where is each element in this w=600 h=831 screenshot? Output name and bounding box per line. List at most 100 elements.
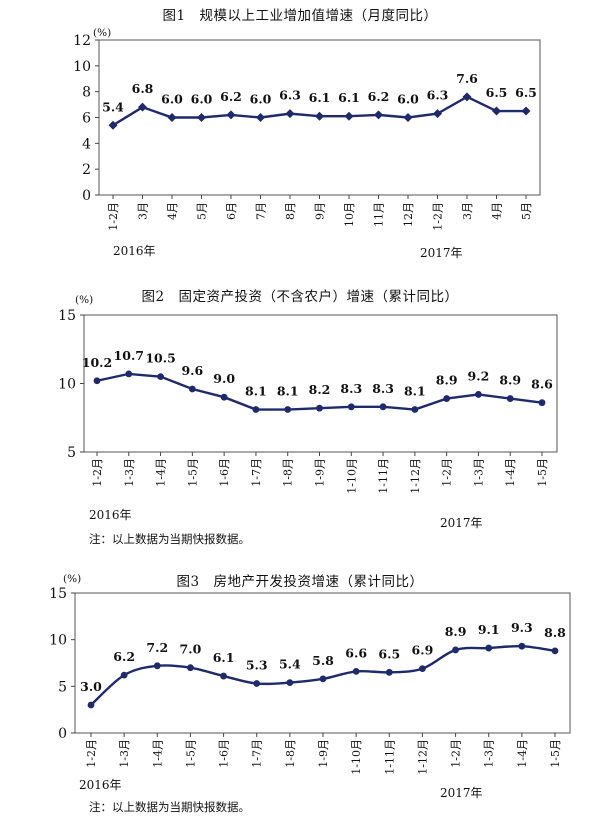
- x-tick-label: 1-7月: [250, 458, 263, 487]
- data-label: 6.5: [486, 85, 508, 100]
- data-label: 7.6: [456, 71, 478, 86]
- x-tick-label: 1-2月: [85, 739, 98, 768]
- data-point: [411, 406, 419, 413]
- y-tick-label: 5: [67, 445, 76, 461]
- data-point: [138, 102, 147, 112]
- y-tick-label: 10: [49, 633, 67, 649]
- data-point: [167, 113, 177, 122]
- x-tick-label: 1-2月: [441, 458, 454, 487]
- y-tick-label: 12: [73, 33, 91, 49]
- x-tick-label: 1-4月: [516, 739, 529, 768]
- x-tick-label: 1-4月: [151, 739, 164, 768]
- data-point: [284, 406, 292, 413]
- data-point: [197, 113, 206, 122]
- year-label: 2016年: [89, 508, 132, 522]
- data-point: [285, 109, 295, 119]
- data-label: 8.9: [436, 373, 458, 388]
- data-point: [120, 671, 128, 679]
- x-tick-label: 4月: [166, 202, 179, 220]
- data-label: 6.0: [191, 92, 213, 107]
- data-label: 6.8: [132, 81, 154, 96]
- x-tick-label: 12月: [402, 202, 415, 227]
- data-label: 8.6: [531, 377, 553, 392]
- data-label: 6.2: [113, 649, 135, 664]
- x-tick-label: 3月: [461, 202, 474, 220]
- data-point: [419, 665, 426, 672]
- x-tick-label: 1-5月: [186, 458, 199, 487]
- footnote: 注：以上数据为当期快报数据。: [89, 532, 250, 546]
- y-unit-label: (%): [75, 294, 93, 306]
- x-tick-label: 1-9月: [314, 458, 327, 487]
- data-point: [252, 406, 260, 413]
- y-unit-label: (%): [93, 27, 111, 39]
- data-point: [538, 399, 546, 407]
- data-label: 6.0: [161, 92, 183, 107]
- data-point: [385, 668, 393, 676]
- x-tick-label: 1-6月: [218, 739, 231, 768]
- data-label: 8.1: [277, 384, 299, 399]
- year-label: 2017年: [420, 246, 463, 260]
- data-point: [433, 109, 442, 119]
- data-point: [256, 113, 265, 122]
- y-tick-label: 15: [49, 586, 67, 602]
- x-tick-label: 6月: [225, 202, 238, 220]
- x-tick-label: 1-8月: [282, 458, 295, 487]
- y-tick-label: 5: [58, 679, 67, 695]
- data-label: 9.2: [468, 368, 490, 383]
- chart-panel-1: 图1 规模以上工业增加值增速（月度同比） 0 2 4 6 8 10 12 (%) 1-2月 3月 4…: [0, 0, 600, 270]
- data-point: [93, 377, 101, 385]
- data-point: [374, 110, 383, 120]
- y-tick-label: 0: [58, 726, 67, 742]
- data-label: 8.3: [340, 381, 362, 396]
- data-label: 8.1: [245, 384, 267, 399]
- data-point: [452, 646, 459, 654]
- data-label: 6.1: [213, 650, 235, 665]
- y-tick-label: 10: [73, 59, 91, 75]
- data-point: [286, 679, 294, 686]
- x-tick-label: 8月: [284, 202, 297, 220]
- x-tick-label: 1-10月: [350, 739, 363, 775]
- y-tick-label: 8: [82, 85, 91, 101]
- x-tick-label: 1-3月: [483, 739, 496, 768]
- x-tick-label: 1-11月: [377, 458, 390, 494]
- data-label: 6.2: [368, 89, 390, 104]
- x-tick-label: 1-5月: [549, 739, 562, 768]
- x-tick-label: 1-12月: [416, 739, 429, 775]
- data-point: [475, 391, 482, 398]
- data-point: [315, 111, 324, 121]
- y-tick-label: 4: [82, 136, 91, 152]
- x-tick-label: 1-5月: [184, 739, 197, 768]
- y-tick-label: 15: [58, 308, 76, 324]
- chart-panel-3: 图3 房地产开发投资增速（累计同比） 0 5 10 15 (%) 1-2月 1-3月 1-4月…: [0, 555, 600, 831]
- data-point: [87, 701, 95, 709]
- x-tick-label: 1-8月: [284, 739, 297, 768]
- chart-title: 图3 房地产开发投资增速（累计同比）: [176, 574, 424, 590]
- x-tick-label: 5月: [196, 202, 209, 220]
- x-tick-label: 1-5月: [536, 458, 549, 487]
- x-tick-label: 10月: [343, 202, 356, 227]
- data-label: 10.5: [145, 351, 175, 366]
- y-tick-label: 0: [82, 188, 91, 204]
- data-point: [316, 404, 323, 412]
- x-tick-label: 1-2月: [107, 202, 120, 231]
- line-chart-svg: 0 2 4 6 8 10 12 (%) 1-2月 3月 4月 5月 6月 7月 8月 9月 10月 11月 12月 1…: [73, 27, 541, 260]
- data-label: 8.9: [499, 373, 521, 388]
- x-tick-label: 1-3月: [472, 458, 485, 487]
- data-label: 6.6: [345, 645, 367, 660]
- data-label: 5.4: [102, 99, 124, 114]
- chart-title: 图1 规模以上工业增加值增速（月度同比）: [162, 8, 438, 24]
- x-tick-label: 1-7月: [251, 739, 264, 768]
- data-point: [108, 120, 118, 130]
- data-label: 6.1: [309, 90, 331, 105]
- data-label: 6.0: [250, 92, 272, 107]
- data-label: 6.5: [378, 646, 400, 661]
- data-label: 7.0: [180, 642, 202, 657]
- y-unit-label: (%): [63, 573, 81, 585]
- x-tick-label: 1-11月: [383, 739, 396, 775]
- data-point: [403, 113, 413, 122]
- data-point: [518, 642, 526, 650]
- line-chart-svg: 0 5 10 15(%) 1-2月 1-3月 1-4月 1-5月 1-6月 1-7月 1-8月 1-9…: [49, 573, 571, 814]
- data-point: [443, 395, 451, 402]
- x-tick-label: 1-4月: [155, 458, 168, 487]
- x-tick-label: 1-6月: [218, 458, 231, 487]
